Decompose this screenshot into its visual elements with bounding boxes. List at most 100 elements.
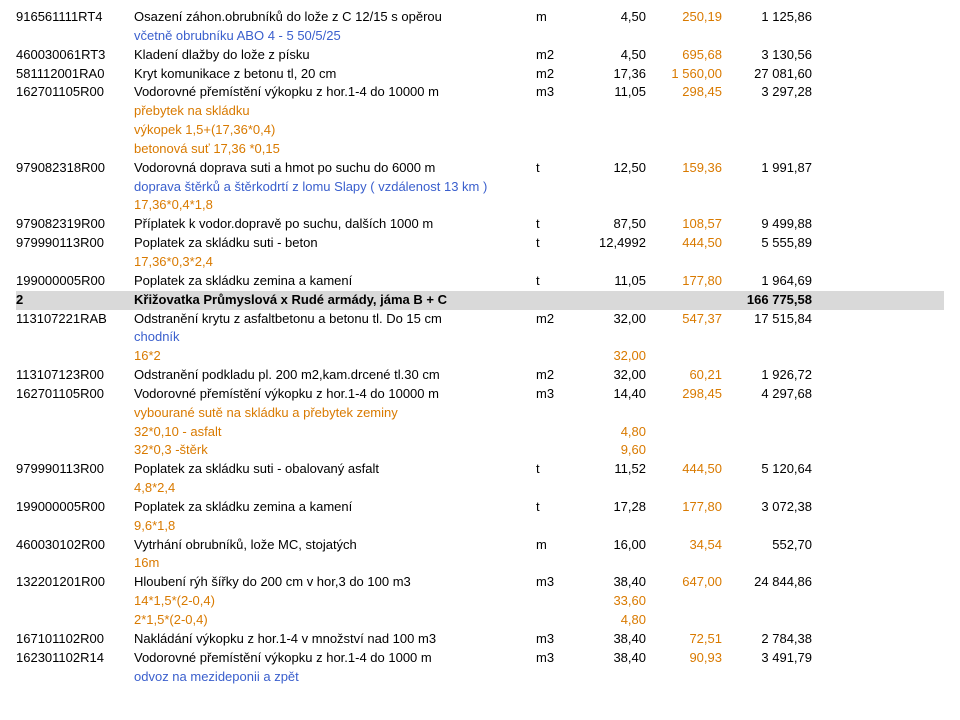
item-unit: m2 [536, 366, 570, 385]
item-price: 547,37 [646, 310, 722, 329]
item-qty: 38,40 [570, 573, 646, 592]
section-code: 2 [16, 291, 134, 310]
item-price: 72,51 [646, 630, 722, 649]
item-total: 1 125,86 [722, 8, 812, 27]
table-row: 199000005R00Poplatek za skládku zemina a… [16, 272, 944, 291]
item-qty: 12,4992 [570, 234, 646, 253]
table-row: vybourané sutě na skládku a přebytek zem… [16, 404, 944, 423]
item-qty: 4,50 [570, 46, 646, 65]
item-desc: Poplatek za skládku zemina a kamení [134, 498, 536, 517]
item-code: 979082318R00 [16, 159, 134, 178]
calc-val: 4,80 [570, 423, 646, 442]
calc-expr: 16*2 [134, 347, 536, 366]
item-total: 2 784,38 [722, 630, 812, 649]
table-row: 113107221RABOdstranění krytu z asfaltbet… [16, 310, 944, 329]
item-unit: t [536, 272, 570, 291]
item-code: 979990113R00 [16, 460, 134, 479]
item-price: 298,45 [646, 83, 722, 102]
item-price: 34,54 [646, 536, 722, 555]
item-unit: t [536, 498, 570, 517]
section-title: Křižovatka Průmyslová x Rudé armády, jám… [134, 291, 536, 310]
item-qty: 38,40 [570, 649, 646, 668]
item-price: 159,36 [646, 159, 722, 178]
item-desc: Odstranění podkladu pl. 200 m2,kam.drcen… [134, 366, 536, 385]
calc-expr: 14*1,5*(2-0,4) [134, 592, 536, 611]
table-row: 2Křižovatka Průmyslová x Rudé armády, já… [16, 291, 944, 310]
item-note: včetně obrubníku ABO 4 - 5 50/5/25 [134, 27, 536, 46]
item-desc: Osazení záhon.obrubníků do lože z C 12/1… [134, 8, 536, 27]
item-qty: 11,52 [570, 460, 646, 479]
item-desc: Vytrhání obrubníků, lože MC, stojatých [134, 536, 536, 555]
item-code: 979990113R00 [16, 234, 134, 253]
item-code: 916561111RT4 [16, 8, 134, 27]
item-code: 132201201R00 [16, 573, 134, 592]
item-desc: Odstranění krytu z asfaltbetonu a betonu… [134, 310, 536, 329]
table-row: 581112001RA0Kryt komunikace z betonu tl,… [16, 65, 944, 84]
item-price: 695,68 [646, 46, 722, 65]
item-note: chodník [134, 328, 536, 347]
table-row: 460030061RT3Kladení dlažby do lože z pís… [16, 46, 944, 65]
item-unit: m3 [536, 573, 570, 592]
table-row: 32*0,10 - asfalt 4,80 [16, 423, 944, 442]
item-price: 177,80 [646, 272, 722, 291]
item-code: 460030102R00 [16, 536, 134, 555]
item-total: 17 515,84 [722, 310, 812, 329]
item-code: 162301102R14 [16, 649, 134, 668]
item-qty: 12,50 [570, 159, 646, 178]
table-row: 162701105R00Vodorovné přemístění výkopku… [16, 385, 944, 404]
table-row: 162701105R00Vodorovné přemístění výkopku… [16, 83, 944, 102]
item-unit: m2 [536, 46, 570, 65]
item-code: 199000005R00 [16, 498, 134, 517]
item-total: 3 491,79 [722, 649, 812, 668]
table-row: doprava štěrků a štěrkodrtí z lomu Slapy… [16, 178, 944, 197]
item-code: 979082319R00 [16, 215, 134, 234]
item-desc: Poplatek za skládku suti - beton [134, 234, 536, 253]
calc-expr: 9,6*1,8 [134, 517, 536, 536]
item-unit: m3 [536, 83, 570, 102]
item-price: 444,50 [646, 234, 722, 253]
item-qty: 87,50 [570, 215, 646, 234]
item-total: 4 297,68 [722, 385, 812, 404]
table-row: 199000005R00Poplatek za skládku zemina a… [16, 498, 944, 517]
item-unit: t [536, 460, 570, 479]
item-price: 444,50 [646, 460, 722, 479]
table-row: 17,36*0,4*1,8 [16, 196, 944, 215]
table-row: 2*1,5*(2-0,4)4,80 [16, 611, 944, 630]
item-code: 162701105R00 [16, 83, 134, 102]
item-code: 199000005R00 [16, 272, 134, 291]
item-code: 113107123R00 [16, 366, 134, 385]
item-code: 460030061RT3 [16, 46, 134, 65]
table-row: 16*232,00 [16, 347, 944, 366]
table-row: 979990113R00Poplatek za skládku suti - b… [16, 234, 944, 253]
table-row: betonová suť 17,36 *0,15 [16, 140, 944, 159]
item-desc: Poplatek za skládku zemina a kamení [134, 272, 536, 291]
item-qty: 17,28 [570, 498, 646, 517]
item-unit: t [536, 159, 570, 178]
table-row: přebytek na skládku [16, 102, 944, 121]
calc-expr: 17,36*0,4*1,8 [134, 196, 536, 215]
item-desc: Vodorovné přemístění výkopku z hor.1-4 d… [134, 385, 536, 404]
item-total: 24 844,86 [722, 573, 812, 592]
calc-val: 9,60 [570, 441, 646, 460]
item-total: 9 499,88 [722, 215, 812, 234]
item-desc: Kladení dlažby do lože z písku [134, 46, 536, 65]
item-qty: 16,00 [570, 536, 646, 555]
item-total: 1 926,72 [722, 366, 812, 385]
calc-expr: 32*0,10 - asfalt [134, 423, 536, 442]
cost-table: 916561111RT4Osazení záhon.obrubníků do l… [16, 8, 944, 686]
item-total: 3 072,38 [722, 498, 812, 517]
item-total: 27 081,60 [722, 65, 812, 84]
calc-expr: 2*1,5*(2-0,4) [134, 611, 536, 630]
item-unit: m3 [536, 649, 570, 668]
item-unit: m2 [536, 65, 570, 84]
item-unit: m3 [536, 630, 570, 649]
item-unit: m2 [536, 310, 570, 329]
table-row: včetně obrubníku ABO 4 - 5 50/5/25 [16, 27, 944, 46]
item-total: 552,70 [722, 536, 812, 555]
item-total: 1 964,69 [722, 272, 812, 291]
item-qty: 4,50 [570, 8, 646, 27]
calc-expr: 17,36*0,3*2,4 [134, 253, 536, 272]
table-row: 32*0,3 -štěrk9,60 [16, 441, 944, 460]
table-row: 979082319R00Příplatek k vodor.dopravě po… [16, 215, 944, 234]
item-note: betonová suť 17,36 *0,15 [134, 140, 536, 159]
